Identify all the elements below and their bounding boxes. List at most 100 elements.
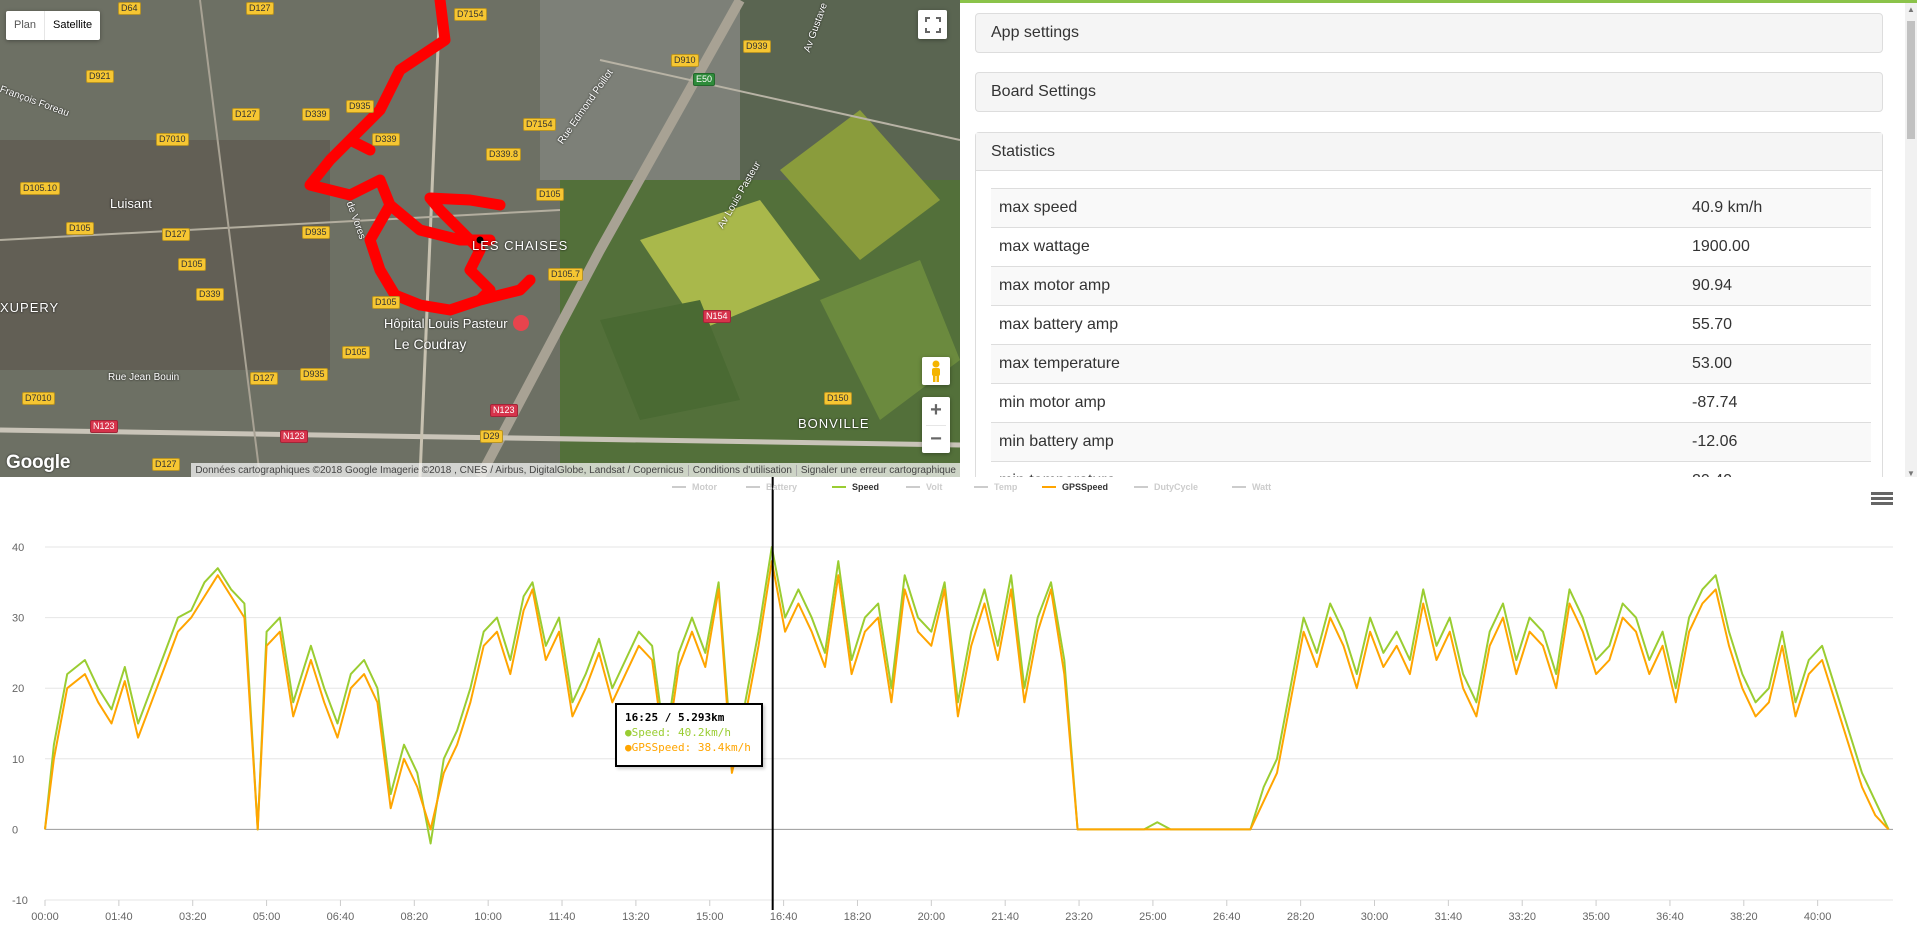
zoom-out-button[interactable]: − bbox=[930, 427, 942, 450]
road-badge: D64 bbox=[118, 2, 141, 15]
road-badge: D935 bbox=[300, 368, 328, 381]
board-settings-header[interactable]: Board Settings bbox=[991, 83, 1096, 100]
road-badge: D127 bbox=[162, 228, 190, 241]
x-tick-label: 23:20 bbox=[1065, 911, 1093, 923]
tooltip-gpsspeed: ●GPSSpeed: 38.4km/h bbox=[625, 741, 751, 754]
road-badge: D105 bbox=[342, 346, 370, 359]
map-view[interactable]: Luisant XUPERY LES CHAISES Hôpital Louis… bbox=[0, 0, 960, 477]
x-tick-label: 40:00 bbox=[1804, 911, 1832, 923]
chart-tooltip: 16:25 / 5.293km ●Speed: 40.2km/h ●GPSSpe… bbox=[615, 703, 763, 767]
chart-menu-button[interactable] bbox=[1871, 490, 1893, 510]
x-tick-label: 21:40 bbox=[991, 911, 1019, 923]
table-row: max wattage 1900.00 bbox=[991, 227, 1871, 267]
road-badge: N154 bbox=[703, 310, 731, 323]
x-tick-label: 08:20 bbox=[401, 911, 429, 923]
ride-track bbox=[304, 0, 536, 316]
fullscreen-button[interactable] bbox=[918, 10, 947, 39]
y-tick-label: -10 bbox=[12, 895, 28, 907]
x-tick-label: 36:40 bbox=[1656, 911, 1684, 923]
x-tick-label: 38:20 bbox=[1730, 911, 1758, 923]
panel-scrollbar[interactable]: ▲ ▼ bbox=[1905, 3, 1917, 477]
scrollbar-thumb[interactable] bbox=[1907, 21, 1915, 139]
legend-item: Volt bbox=[926, 482, 942, 492]
report-error-link[interactable]: Signaler une erreur cartographique bbox=[800, 464, 956, 476]
y-tick-label: 20 bbox=[12, 683, 24, 695]
road-badge: D939 bbox=[743, 40, 771, 53]
road-badge: E50 bbox=[693, 73, 716, 86]
road-badge: D339 bbox=[372, 133, 400, 146]
road-badge: D150 bbox=[824, 392, 852, 405]
road-badge: D7010 bbox=[156, 133, 189, 146]
terms-link[interactable]: Conditions d'utilisation bbox=[689, 464, 797, 476]
x-tick-label: 11:40 bbox=[549, 911, 576, 923]
scroll-up-icon[interactable]: ▲ bbox=[1907, 5, 1915, 14]
scroll-down-icon[interactable]: ▼ bbox=[1907, 469, 1915, 477]
table-row: max temperature 53.00 bbox=[991, 344, 1871, 384]
road-badge: D7010 bbox=[22, 392, 55, 405]
x-tick-label: 10:00 bbox=[474, 911, 502, 923]
x-tick-label: 30:00 bbox=[1361, 911, 1389, 923]
map-label-xupery: XUPERY bbox=[0, 300, 60, 315]
road-badge: D105 bbox=[178, 258, 206, 271]
map-label-bonville: BONVILLE bbox=[798, 416, 870, 431]
chart-canvas: -10 0 10 20 30 40 00:00 01:40 03:20 05:00 06:40 08:… bbox=[12, 477, 1893, 923]
road-badge: D7154 bbox=[523, 118, 556, 131]
x-tick-label: 31:40 bbox=[1435, 911, 1463, 923]
table-row: min battery amp -12.06 bbox=[991, 422, 1871, 462]
road-badge: D127 bbox=[152, 458, 180, 471]
road-badge: D105 bbox=[536, 188, 564, 201]
road-badge: D127 bbox=[232, 108, 260, 121]
map-type-satellite[interactable]: Satellite bbox=[44, 11, 100, 40]
legend-item: GPSSpeed bbox=[1062, 482, 1108, 492]
stat-label: max battery amp bbox=[991, 305, 1684, 345]
stat-label: min motor amp bbox=[991, 383, 1684, 423]
x-tick-label: 00:00 bbox=[31, 911, 59, 923]
table-row: max motor amp 90.94 bbox=[991, 266, 1871, 306]
y-tick-label: 40 bbox=[12, 542, 24, 554]
road-badge: D127 bbox=[246, 2, 274, 15]
map-label-hopital: Hôpital Louis Pasteur bbox=[384, 316, 508, 331]
zoom-divider bbox=[926, 424, 946, 426]
road-badge: D105.7 bbox=[548, 268, 584, 281]
app-settings-header[interactable]: App settings bbox=[991, 24, 1080, 41]
x-tick-label: 20:00 bbox=[918, 911, 946, 923]
attribution-data: Données cartographiques ©2018 Google Ima… bbox=[191, 464, 689, 476]
road-badge: D29 bbox=[480, 430, 503, 443]
x-tick-label: 06:40 bbox=[327, 911, 355, 923]
tooltip-speed: ●Speed: 40.2km/h bbox=[625, 726, 731, 739]
series-line-gpsspeed bbox=[44, 560, 1890, 831]
satellite-imagery bbox=[0, 0, 960, 477]
app-settings-panel: App settings bbox=[975, 13, 1883, 53]
series-line-speed bbox=[44, 546, 1890, 845]
road-badge: N123 bbox=[90, 420, 118, 433]
side-panel: App settings Board Settings Statistics m… bbox=[960, 0, 1917, 477]
x-tick-label: 25:00 bbox=[1139, 911, 1167, 923]
legend-item: Motor bbox=[692, 482, 717, 492]
map-label-le-coudray: Le Coudray bbox=[394, 336, 467, 352]
map-attribution: Données cartographiques ©2018 Google Ima… bbox=[191, 463, 960, 477]
map-type-plan[interactable]: Plan bbox=[14, 19, 37, 31]
telemetry-chart[interactable]: -10 0 10 20 30 40 00:00 01:40 03:20 05:00 06:40 08:… bbox=[0, 477, 1917, 951]
map-type-control: Plan Satellite bbox=[6, 11, 101, 40]
x-tick-label: 26:40 bbox=[1213, 911, 1241, 923]
road-badge: D921 bbox=[86, 70, 114, 83]
y-tick-label: 0 bbox=[12, 824, 18, 836]
x-tick-label: 15:00 bbox=[696, 911, 724, 923]
road-badge: D935 bbox=[346, 100, 374, 113]
zoom-in-button[interactable]: + bbox=[930, 399, 942, 422]
map-label-luisant: Luisant bbox=[110, 196, 152, 211]
road-badge: D935 bbox=[302, 226, 330, 239]
y-tick-label: 30 bbox=[12, 613, 24, 625]
road-badge: D105 bbox=[66, 222, 94, 235]
road-badge: D339.8 bbox=[486, 148, 522, 161]
tooltip-header: 16:25 / 5.293km bbox=[625, 711, 725, 724]
road-badge: D105 bbox=[372, 296, 400, 309]
table-row: max battery amp 55.70 bbox=[991, 305, 1871, 345]
statistics-header[interactable]: Statistics bbox=[976, 133, 1882, 171]
road-badge: N123 bbox=[490, 404, 518, 417]
stat-value: 20.40 bbox=[1684, 461, 1871, 477]
road-badge: D339 bbox=[302, 108, 330, 121]
table-row: max speed 40.9 km/h bbox=[991, 188, 1871, 228]
pegman-button[interactable] bbox=[922, 357, 950, 385]
